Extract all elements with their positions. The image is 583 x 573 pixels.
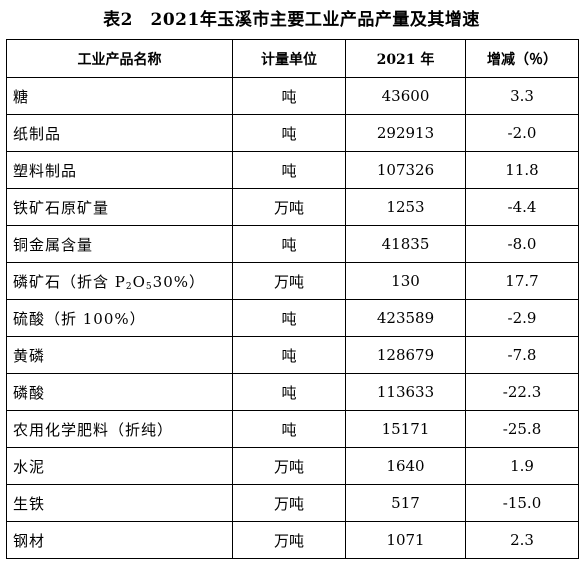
unit-cell: 万吨 <box>232 188 346 226</box>
change-cell: 17.7 <box>465 262 579 300</box>
change-cell: -4.4 <box>465 188 579 226</box>
header-change-percent: 增减（％） <box>465 39 579 78</box>
product-name-cell: 生铁 <box>6 484 233 522</box>
unit-cell: 吨 <box>232 373 346 411</box>
table-row: 水泥 万吨 1640 1.9 <box>6 447 579 485</box>
change-cell: 11.8 <box>465 151 579 189</box>
product-name-cell: 铜金属含量 <box>6 225 233 263</box>
table-row: 塑料制品 吨 107326 11.8 <box>6 151 579 189</box>
unit-cell: 吨 <box>232 77 346 115</box>
unit-cell: 吨 <box>232 299 346 337</box>
value-cell: 423589 <box>345 299 466 337</box>
value-cell: 107326 <box>345 151 466 189</box>
table-row: 糖 吨 43600 3.3 <box>6 77 579 115</box>
value-cell: 15171 <box>345 410 466 448</box>
change-cell: 3.3 <box>465 77 579 115</box>
value-cell: 41835 <box>345 225 466 263</box>
header-product-name: 工业产品名称 <box>6 39 233 78</box>
product-name-cell: 磷矿石（折含 P2O530%） <box>6 262 233 300</box>
table-row: 硫酸（折 100%） 吨 423589 -2.9 <box>6 299 579 337</box>
unit-cell: 吨 <box>232 151 346 189</box>
unit-cell: 吨 <box>232 114 346 152</box>
change-cell: -22.3 <box>465 373 579 411</box>
product-name-cell: 糖 <box>6 77 233 115</box>
product-name-cell: 钢材 <box>6 521 233 559</box>
value-cell: 130 <box>345 262 466 300</box>
value-cell: 1253 <box>345 188 466 226</box>
table-row: 纸制品 吨 292913 -2.0 <box>6 114 579 152</box>
table-header-row: 工业产品名称 计量单位 2021 年 增减（％） <box>6 39 579 78</box>
value-cell: 43600 <box>345 77 466 115</box>
product-name-cell: 水泥 <box>6 447 233 485</box>
product-name-cell: 铁矿石原矿量 <box>6 188 233 226</box>
product-name-cell: 硫酸（折 100%） <box>6 299 233 337</box>
unit-cell: 吨 <box>232 225 346 263</box>
unit-cell: 吨 <box>232 336 346 374</box>
product-name-cell: 塑料制品 <box>6 151 233 189</box>
change-cell: 1.9 <box>465 447 579 485</box>
change-cell: -7.8 <box>465 336 579 374</box>
table-row: 钢材 万吨 1071 2.3 <box>6 521 579 559</box>
value-cell: 128679 <box>345 336 466 374</box>
value-cell: 1071 <box>345 521 466 559</box>
change-cell: -8.0 <box>465 225 579 263</box>
product-name-cell: 农用化学肥料（折纯） <box>6 410 233 448</box>
unit-cell: 万吨 <box>232 521 346 559</box>
change-cell: -2.0 <box>465 114 579 152</box>
header-year-2021: 2021 年 <box>345 39 466 78</box>
name-text: 磷矿石（折含 P <box>13 272 126 291</box>
unit-cell: 万吨 <box>232 447 346 485</box>
product-name-cell: 磷酸 <box>6 373 233 411</box>
value-cell: 292913 <box>345 114 466 152</box>
table-row: 农用化学肥料（折纯） 吨 15171 -25.8 <box>6 410 579 448</box>
name-text: O <box>132 272 146 291</box>
table-row: 铜金属含量 吨 41835 -8.0 <box>6 225 579 263</box>
industrial-products-table: 工业产品名称 计量单位 2021 年 增减（％） 糖 吨 43600 3.3 纸… <box>6 39 579 559</box>
unit-cell: 万吨 <box>232 484 346 522</box>
table-row: 黄磷 吨 128679 -7.8 <box>6 336 579 374</box>
table-row: 磷酸 吨 113633 -22.3 <box>6 373 579 411</box>
value-cell: 517 <box>345 484 466 522</box>
table-title: 表2 2021年玉溪市主要工业产品产量及其增速 <box>103 10 480 30</box>
change-cell: -15.0 <box>465 484 579 522</box>
unit-cell: 吨 <box>232 410 346 448</box>
subscript-5: 5 <box>145 281 153 292</box>
change-cell: 2.3 <box>465 521 579 559</box>
table-row: 磷矿石（折含 P2O530%） 万吨 130 17.7 <box>6 262 579 300</box>
table-row: 生铁 万吨 517 -15.0 <box>6 484 579 522</box>
change-cell: -2.9 <box>465 299 579 337</box>
table-row: 铁矿石原矿量 万吨 1253 -4.4 <box>6 188 579 226</box>
product-name-cell: 黄磷 <box>6 336 233 374</box>
value-cell: 113633 <box>345 373 466 411</box>
value-cell: 1640 <box>345 447 466 485</box>
subscript-2: 2 <box>125 281 133 292</box>
change-cell: -25.8 <box>465 410 579 448</box>
header-unit: 计量单位 <box>232 39 346 78</box>
name-text: 30%） <box>152 272 205 291</box>
product-name-cell: 纸制品 <box>6 114 233 152</box>
unit-cell: 万吨 <box>232 262 346 300</box>
